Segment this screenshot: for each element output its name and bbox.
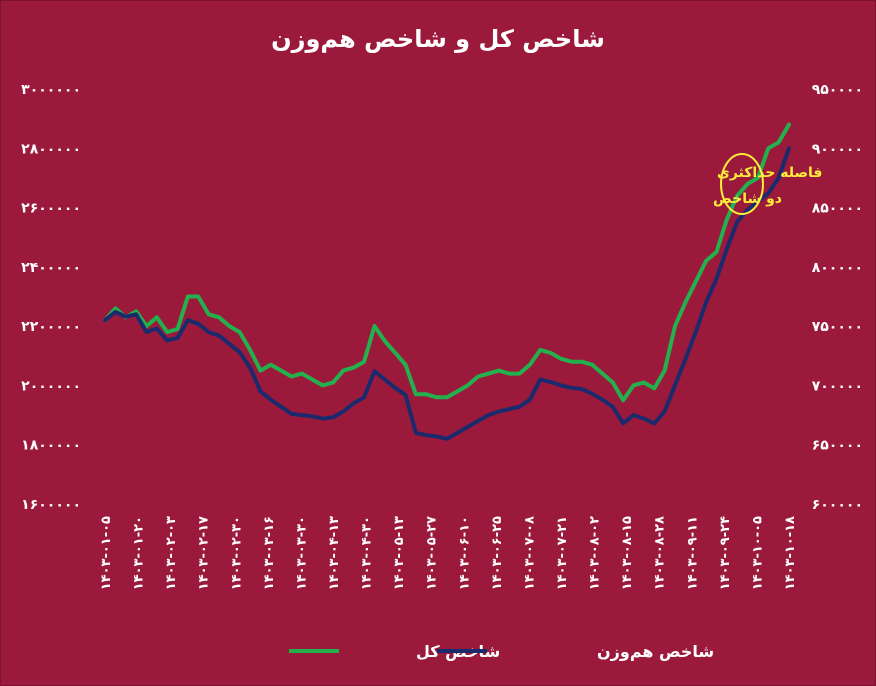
x-axis-tick-label: ۱۴۰۳-۰۲-۰۳ bbox=[164, 516, 179, 590]
left-axis-ticks: ۱۶۰۰۰۰۰ ۱۸۰۰۰۰۰ ۲۰۰۰۰۰۰ ۲۲۰۰۰۰۰ ۲۴۰۰۰۰۰ ۲۶۰۰۰… bbox=[21, 82, 81, 513]
x-axis-tick-label: ۱۴۰۳-۰۲-۱۷ bbox=[197, 516, 212, 590]
x-axis-tick-label: ۱۴۰۳-۰۵-۱۳ bbox=[392, 516, 407, 590]
left-axis-tick-label: ۱۶۰۰۰۰۰ bbox=[21, 497, 81, 513]
annotation-line-1: فاصله حداکثری bbox=[717, 165, 822, 181]
x-axis-tick-label: ۱۴۰۳-۰۸-۲۸ bbox=[653, 516, 668, 590]
legend-label-equal: شاخص هم‌وزن bbox=[597, 642, 714, 661]
x-axis-tick-label: ۱۴۰۳-۱۰-۱۸ bbox=[783, 516, 798, 590]
x-axis-tick-label: ۱۴۰۳-۰۶-۲۵ bbox=[490, 516, 505, 590]
x-axis-tick-label: ۱۴۰۳-۰۸-۰۲ bbox=[588, 516, 603, 590]
right-axis-tick-label: ۸۵۰۰۰۰ bbox=[812, 201, 863, 217]
x-axis-tick-label: ۱۴۰۳-۰۱-۲۰ bbox=[132, 516, 147, 590]
left-axis-tick-label: ۲۰۰۰۰۰۰ bbox=[21, 378, 81, 394]
right-axis-ticks: ۶۰۰۰۰۰ ۶۵۰۰۰۰ ۷۰۰۰۰۰ ۷۵۰۰۰۰ ۸۰۰۰۰۰ ۸۵۰۰۰۰ ۹۰۰۰… bbox=[812, 82, 863, 513]
x-axis-tick-label: ۱۴۰۳-۰۲-۳۰ bbox=[229, 516, 244, 590]
right-axis-tick-label: ۶۵۰۰۰۰ bbox=[812, 438, 863, 454]
left-axis-tick-label: ۳۰۰۰۰۰۰ bbox=[21, 82, 81, 98]
x-axis-tick-label: ۱۴۰۳-۰۷-۰۸ bbox=[522, 516, 537, 590]
chart-title: شاخص کل و شاخص هم‌وزن bbox=[271, 25, 605, 53]
right-axis-tick-label: ۸۰۰۰۰۰ bbox=[812, 260, 863, 276]
legend: شاخص کل شاخص هم‌وزن bbox=[289, 642, 714, 661]
x-axis-tick-label: ۱۴۰۳-۰۹-۲۴ bbox=[718, 516, 733, 590]
left-axis-tick-label: ۲۸۰۰۰۰۰ bbox=[21, 141, 81, 157]
left-axis-tick-label: ۲۴۰۰۰۰۰ bbox=[21, 260, 81, 276]
left-axis-tick-label: ۲۶۰۰۰۰۰ bbox=[21, 201, 81, 217]
right-axis-tick-label: ۷۰۰۰۰۰ bbox=[812, 378, 863, 394]
x-axis-tick-label: ۱۴۰۳-۰۳-۱۶ bbox=[262, 516, 277, 590]
x-axis-tick-label: ۱۴۰۳-۰۸-۱۵ bbox=[620, 516, 635, 590]
x-axis-tick-label: ۱۴۰۳-۰۵-۲۷ bbox=[425, 516, 440, 590]
x-axis-tick-label: ۱۴۰۳-۰۴-۳۰ bbox=[360, 516, 375, 590]
x-axis-tick-label: ۱۴۰۳-۰۳-۳۰ bbox=[294, 516, 309, 590]
x-axis-tick-label: ۱۴۰۳-۱۰-۰۵ bbox=[750, 516, 765, 590]
left-axis-tick-label: ۱۸۰۰۰۰۰ bbox=[21, 438, 81, 454]
x-axis-tick-label: ۱۴۰۳-۰۱-۰۵ bbox=[99, 516, 114, 590]
left-axis-tick-label: ۲۲۰۰۰۰۰ bbox=[21, 319, 81, 335]
x-axis-tick-label: ۱۴۰۳-۰۹-۱۱ bbox=[685, 516, 700, 590]
annotation-line-2: دو شاخص bbox=[713, 191, 782, 207]
right-axis-tick-label: ۷۵۰۰۰۰ bbox=[812, 319, 863, 335]
max-gap-ellipse bbox=[720, 153, 764, 215]
series-line-total-index bbox=[103, 122, 791, 403]
right-axis-tick-label: ۶۰۰۰۰۰ bbox=[812, 497, 863, 513]
right-axis-tick-label: ۹۵۰۰۰۰ bbox=[812, 82, 863, 98]
x-axis-tick-label: ۱۴۰۳-۰۶-۱۰ bbox=[457, 516, 472, 590]
right-axis-tick-label: ۹۰۰۰۰۰ bbox=[812, 141, 863, 157]
x-axis-tick-label: ۱۴۰۳-۰۷-۲۱ bbox=[555, 516, 570, 590]
x-axis-ticks: ۱۴۰۳-۰۱-۰۵ ۱۴۰۳-۰۱-۲۰ ۱۴۰۳-۰۲-۰۳ ۱۴۰۳-۰۲-۱۷… bbox=[99, 516, 798, 590]
series-line-equal-weight-index bbox=[103, 146, 791, 441]
x-axis-tick-label: ۱۴۰۳-۰۴-۱۳ bbox=[327, 516, 342, 590]
